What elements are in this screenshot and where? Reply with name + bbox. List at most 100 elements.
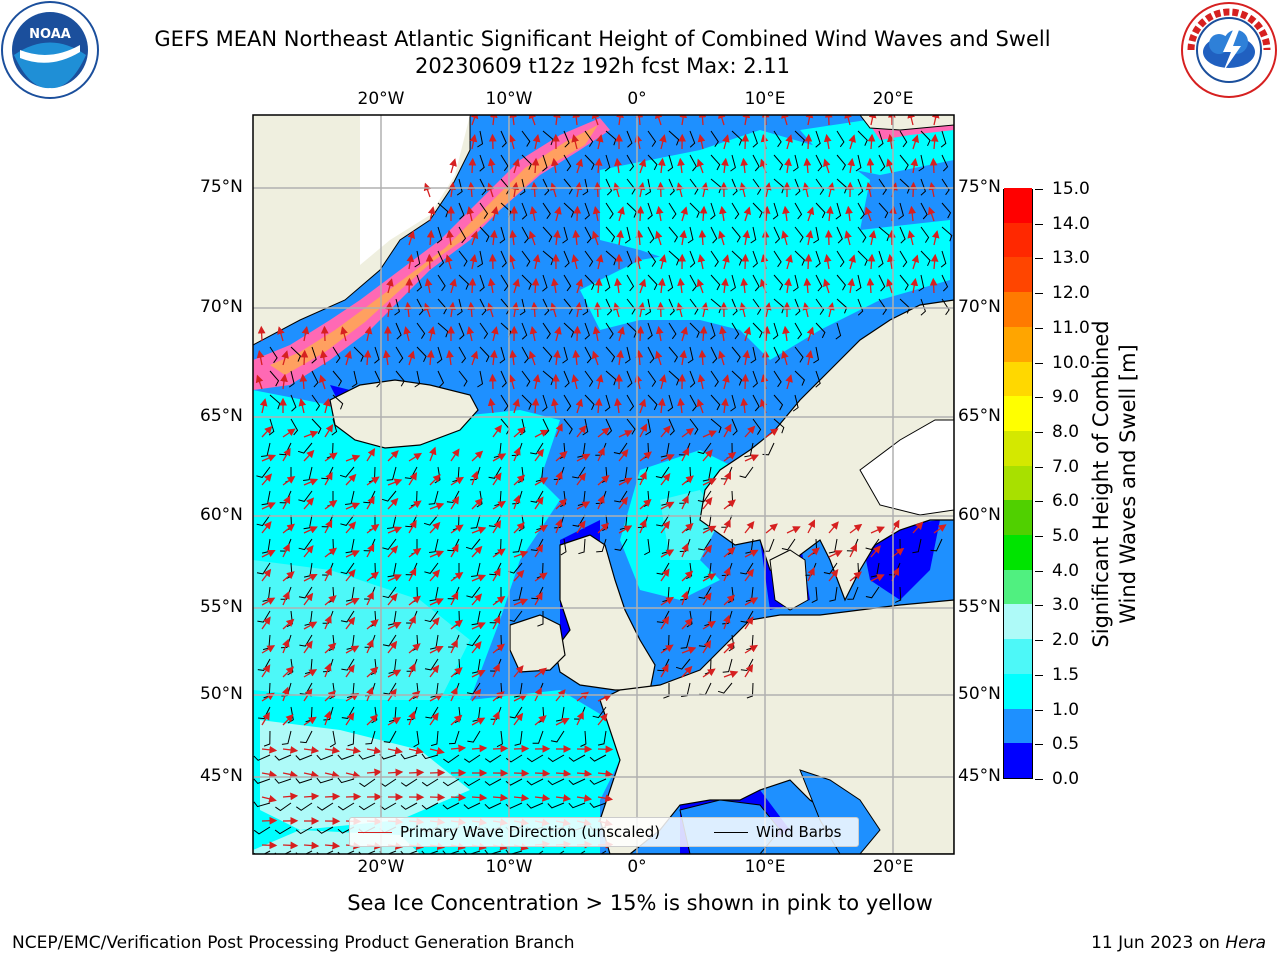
wind-barb bbox=[613, 442, 628, 455]
wave-direction-arrow bbox=[807, 567, 815, 582]
wave-direction-arrow bbox=[636, 325, 645, 342]
wave-direction-arrow bbox=[491, 206, 499, 222]
wind-barb bbox=[413, 730, 420, 748]
wind-barb bbox=[416, 322, 426, 339]
wave-direction-arrow bbox=[303, 497, 315, 510]
wave-direction-arrow bbox=[261, 616, 271, 630]
wave-direction-arrow bbox=[450, 476, 465, 486]
wave-direction-arrow bbox=[886, 278, 894, 294]
wind-barb bbox=[584, 322, 590, 340]
wind-barb bbox=[477, 370, 484, 388]
wind-barb bbox=[752, 274, 760, 292]
wind-barb bbox=[752, 154, 760, 172]
wave-direction-arrow bbox=[613, 302, 621, 318]
wave-direction-arrow bbox=[597, 713, 608, 726]
wave-direction-arrow bbox=[597, 494, 605, 510]
lat-label-right-55n: 55°N bbox=[958, 597, 1001, 617]
wave-direction-arrow bbox=[492, 793, 509, 802]
wind-barb bbox=[941, 154, 949, 172]
wind-barb bbox=[568, 802, 586, 809]
wind-barb bbox=[731, 346, 741, 363]
wind-barb bbox=[730, 394, 736, 412]
wave-direction-arrow bbox=[450, 793, 467, 802]
wave-direction-arrow bbox=[825, 205, 834, 222]
chart-title: GEFS MEAN Northeast Atlantic Significant… bbox=[154, 27, 1051, 51]
wave-direction-arrow bbox=[681, 427, 695, 438]
wave-direction-arrow bbox=[324, 423, 334, 438]
wave-direction-arrow bbox=[366, 495, 375, 510]
wave-direction-arrow bbox=[470, 230, 479, 246]
wind-barb bbox=[710, 250, 719, 267]
wind-barb bbox=[794, 130, 805, 146]
wave-direction-arrow bbox=[575, 278, 584, 294]
wave-direction-arrow bbox=[807, 547, 820, 558]
wind-barb bbox=[794, 226, 804, 243]
wind-barb bbox=[311, 394, 321, 411]
wave-direction-arrow bbox=[931, 230, 940, 246]
wind-barb bbox=[477, 250, 484, 268]
wave-direction-arrow bbox=[740, 277, 749, 294]
wave-direction-arrow bbox=[553, 115, 561, 126]
wind-barb bbox=[500, 154, 509, 172]
lat-label-right-60n: 60°N bbox=[958, 505, 1001, 525]
noaa-logo-text: NOAA bbox=[29, 27, 71, 42]
wind-barb bbox=[316, 754, 334, 761]
wave-direction-arrow bbox=[387, 526, 403, 534]
wind-barb bbox=[710, 202, 716, 220]
wave-direction-arrow bbox=[492, 500, 507, 510]
wave-direction-arrow bbox=[762, 205, 771, 222]
wave-direction-arrow bbox=[489, 229, 498, 246]
wave-direction-arrow bbox=[867, 133, 876, 150]
lat-label-left-60n: 60°N bbox=[200, 505, 243, 525]
wave-direction-arrow bbox=[744, 568, 754, 582]
wave-direction-arrow bbox=[282, 543, 290, 558]
wind-barb bbox=[560, 538, 567, 556]
wind-barb bbox=[772, 202, 779, 220]
wave-direction-arrow bbox=[512, 158, 520, 174]
wave-direction-arrow bbox=[618, 430, 633, 438]
lat-label-left-55n: 55°N bbox=[200, 597, 243, 617]
colorbar-tick bbox=[1035, 431, 1043, 433]
wave-direction-arrow bbox=[488, 373, 497, 390]
wind-barb bbox=[416, 274, 422, 292]
wind-barb bbox=[562, 226, 568, 244]
wind-barb bbox=[584, 226, 592, 244]
wave-direction-arrow bbox=[575, 398, 584, 414]
wave-direction-arrow bbox=[844, 115, 852, 126]
wave-direction-arrow bbox=[723, 423, 732, 438]
wave-direction-arrow bbox=[702, 639, 712, 654]
wave-direction-arrow bbox=[530, 181, 539, 198]
wave-direction-arrow bbox=[282, 713, 294, 726]
wave-direction-arrow bbox=[534, 524, 549, 534]
wind-barb bbox=[316, 802, 334, 811]
wind-barb bbox=[584, 274, 595, 291]
wave-direction-arrow bbox=[408, 663, 416, 678]
wind-barb bbox=[815, 130, 821, 148]
colorbar bbox=[1003, 187, 1033, 779]
wind-barb bbox=[274, 778, 292, 784]
colorbar-tick bbox=[1035, 536, 1043, 538]
colorbar-tick-label: 5.0 bbox=[1052, 526, 1080, 547]
wave-direction-arrow bbox=[639, 451, 652, 462]
wave-direction-arrow bbox=[828, 550, 843, 558]
wind-barb bbox=[400, 753, 418, 760]
wind-barb bbox=[386, 466, 397, 481]
wave-direction-arrow bbox=[303, 669, 318, 678]
wind-barb bbox=[941, 178, 950, 196]
wave-direction-arrow bbox=[697, 254, 706, 270]
wind-barb bbox=[578, 538, 586, 555]
wave-direction-arrow bbox=[805, 230, 814, 246]
wave-direction-arrow bbox=[742, 115, 751, 126]
wave-direction-arrow bbox=[282, 428, 296, 438]
wind-barb bbox=[750, 346, 757, 364]
wind-barb bbox=[836, 154, 847, 171]
wave-direction-arrow bbox=[576, 472, 586, 486]
wave-direction-arrow bbox=[531, 277, 540, 294]
wind-barb bbox=[526, 778, 544, 786]
wave-direction-arrow bbox=[492, 615, 501, 630]
wave-direction-arrow bbox=[424, 278, 433, 294]
wave-direction-arrow bbox=[907, 115, 915, 126]
wind-barb bbox=[773, 274, 784, 291]
legend-item-wind-barbs: Wind Barbs bbox=[714, 823, 841, 841]
wave-direction-arrow bbox=[681, 495, 689, 510]
